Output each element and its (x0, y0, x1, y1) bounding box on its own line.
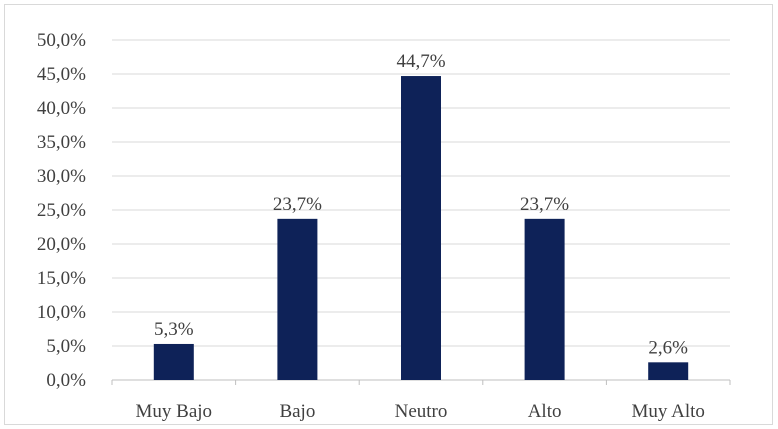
y-tick-label: 25,0% (37, 200, 86, 221)
y-tick-label: 20,0% (37, 234, 86, 255)
data-label: 5,3% (154, 319, 194, 340)
y-tick-label: 10,0% (37, 302, 86, 323)
data-label: 23,7% (520, 194, 569, 215)
x-category-label: Bajo (279, 401, 315, 422)
y-tick-label: 5,0% (46, 336, 86, 357)
x-category-label: Neutro (395, 401, 448, 422)
x-category-label: Muy Bajo (136, 401, 213, 422)
bar-muy-alto (648, 362, 689, 380)
bar-neutro (401, 76, 441, 380)
y-tick-label: 30,0% (37, 166, 86, 187)
bar-muy-bajo (153, 343, 194, 380)
data-label: 23,7% (273, 194, 322, 215)
bar-alto (524, 218, 565, 380)
y-tick-label: 15,0% (37, 268, 86, 289)
y-tick-label: 35,0% (37, 132, 86, 153)
x-category-label: Alto (528, 401, 562, 422)
y-tick-label: 45,0% (37, 64, 86, 85)
y-tick-label: 0,0% (46, 370, 86, 391)
x-category-label: Muy Alto (632, 401, 705, 422)
y-tick-label: 50,0% (37, 30, 86, 51)
data-label: 44,7% (396, 51, 445, 72)
y-tick-label: 40,0% (37, 98, 86, 119)
data-label: 2,6% (648, 337, 688, 358)
bar-bajo (277, 218, 318, 380)
